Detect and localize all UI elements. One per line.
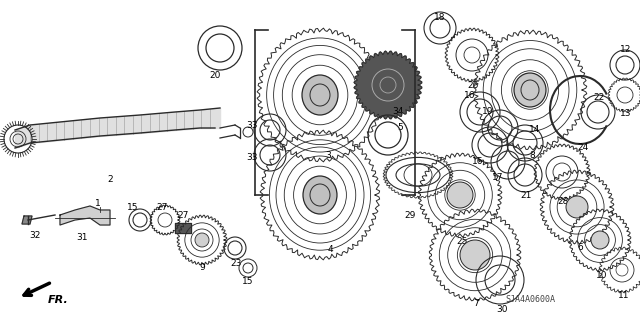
Text: 30: 30 bbox=[496, 306, 508, 315]
Text: 1: 1 bbox=[95, 199, 101, 209]
Text: 11: 11 bbox=[618, 292, 630, 300]
Text: 28: 28 bbox=[557, 197, 569, 206]
Text: 27: 27 bbox=[156, 203, 168, 211]
Text: 29: 29 bbox=[404, 211, 416, 219]
Text: 25: 25 bbox=[456, 238, 468, 247]
Text: 26: 26 bbox=[467, 80, 479, 90]
Text: 17: 17 bbox=[492, 174, 504, 182]
Text: 15: 15 bbox=[127, 204, 139, 212]
Ellipse shape bbox=[303, 176, 337, 214]
Text: 19: 19 bbox=[483, 108, 493, 116]
Text: 32: 32 bbox=[29, 232, 41, 241]
Text: 4: 4 bbox=[327, 246, 333, 255]
Ellipse shape bbox=[195, 233, 209, 247]
Ellipse shape bbox=[447, 182, 473, 208]
Text: 5: 5 bbox=[397, 123, 403, 132]
Text: 22: 22 bbox=[593, 93, 605, 101]
Ellipse shape bbox=[514, 73, 546, 107]
Text: 31: 31 bbox=[76, 233, 88, 241]
Text: 15: 15 bbox=[243, 278, 253, 286]
Ellipse shape bbox=[460, 240, 490, 270]
Text: 21: 21 bbox=[520, 190, 532, 199]
Text: 34: 34 bbox=[392, 108, 404, 116]
Text: 27: 27 bbox=[177, 211, 189, 219]
Text: 13: 13 bbox=[620, 109, 632, 118]
Text: 24: 24 bbox=[577, 144, 589, 152]
Polygon shape bbox=[22, 216, 32, 224]
Ellipse shape bbox=[591, 231, 609, 249]
Text: 8: 8 bbox=[529, 151, 535, 160]
Text: 3: 3 bbox=[325, 151, 331, 160]
Text: 20: 20 bbox=[209, 70, 221, 79]
Text: 6: 6 bbox=[577, 243, 583, 253]
Text: 23: 23 bbox=[230, 258, 242, 268]
Text: 14: 14 bbox=[529, 125, 541, 135]
Text: 33: 33 bbox=[246, 121, 258, 130]
Polygon shape bbox=[60, 206, 110, 225]
Text: 9: 9 bbox=[199, 263, 205, 272]
Text: 12: 12 bbox=[620, 46, 632, 55]
Text: FR.: FR. bbox=[48, 295, 68, 305]
Text: 16: 16 bbox=[464, 91, 476, 100]
Text: 10: 10 bbox=[596, 271, 608, 279]
Text: 16: 16 bbox=[472, 158, 484, 167]
Text: 7: 7 bbox=[473, 300, 479, 308]
Text: 2: 2 bbox=[107, 175, 113, 184]
Text: 33: 33 bbox=[246, 153, 258, 162]
Ellipse shape bbox=[566, 196, 588, 218]
Text: 18: 18 bbox=[435, 13, 445, 23]
Text: SJA4A0600A: SJA4A0600A bbox=[505, 295, 555, 305]
Polygon shape bbox=[354, 51, 422, 119]
Ellipse shape bbox=[302, 75, 338, 115]
